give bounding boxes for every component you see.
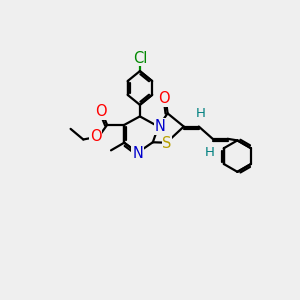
Text: O: O	[90, 129, 101, 144]
Text: H: H	[196, 107, 206, 120]
Text: S: S	[162, 136, 172, 151]
Text: N: N	[132, 146, 143, 161]
Text: Cl: Cl	[133, 51, 147, 66]
Text: O: O	[95, 104, 106, 119]
Text: O: O	[158, 91, 170, 106]
Text: N: N	[155, 119, 166, 134]
Text: H: H	[205, 146, 214, 159]
